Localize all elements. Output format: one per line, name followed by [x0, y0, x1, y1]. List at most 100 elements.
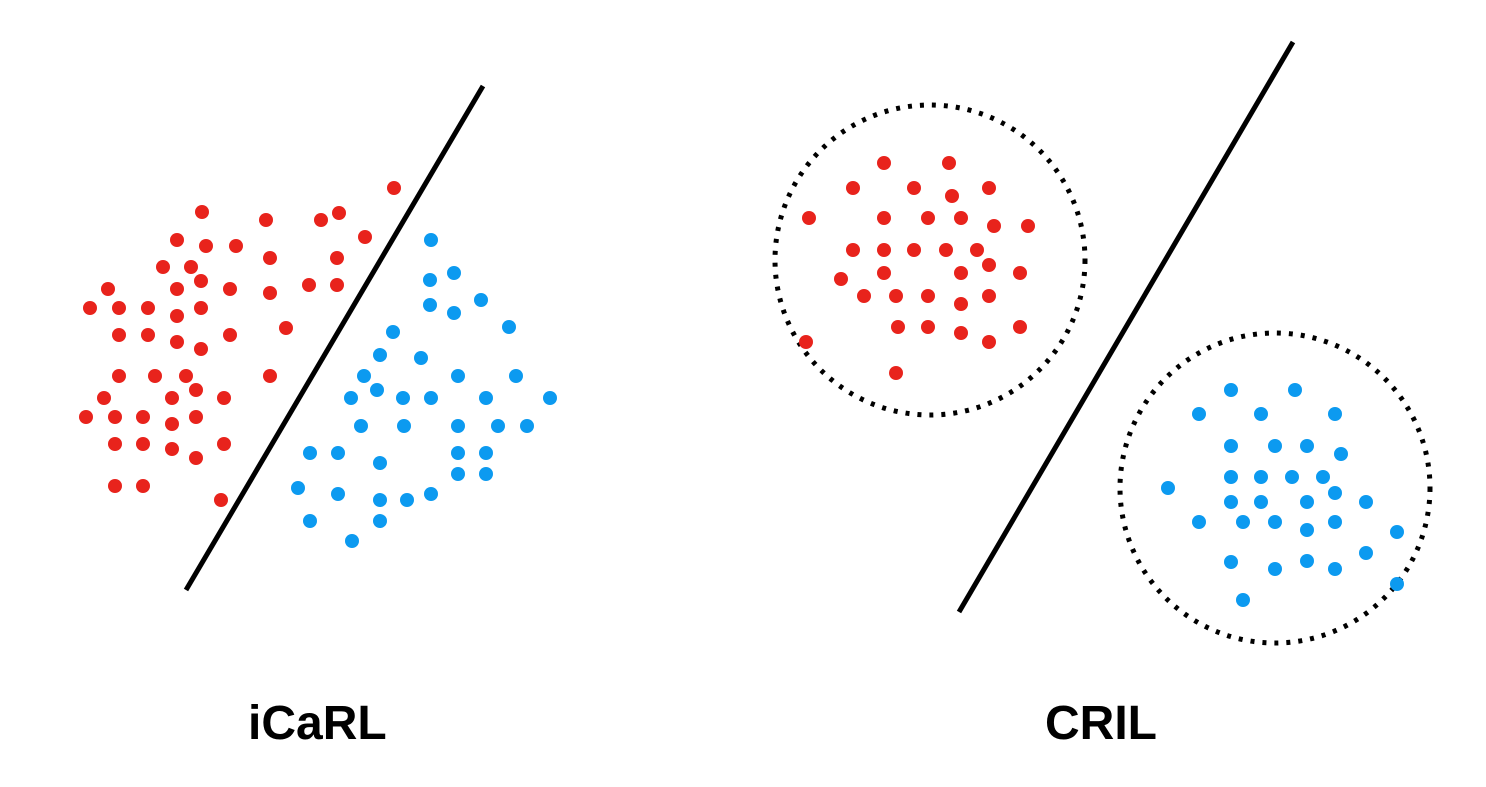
cril-class-b-point [1300, 439, 1314, 453]
cril-class-b-point [1224, 495, 1238, 509]
cril-class-b-point [1236, 515, 1250, 529]
cril-class-b-point [1192, 515, 1206, 529]
icarl-panel [79, 84, 557, 592]
icarl-class-a-point [179, 369, 193, 383]
cril-class-a-point [846, 181, 860, 195]
icarl-class-a-point [358, 230, 372, 244]
icarl-class-a-point [112, 369, 126, 383]
icarl-class-a-point [194, 342, 208, 356]
icarl-class-b-point [414, 351, 428, 365]
cril-class-a-point [954, 297, 968, 311]
cril-class-b-point [1224, 555, 1238, 569]
icarl-class-a-point [141, 328, 155, 342]
icarl-class-b-point [291, 481, 305, 495]
icarl-class-b-point [397, 419, 411, 433]
cril-class-a-point [877, 156, 891, 170]
cril-class-a-point [987, 219, 1001, 233]
icarl-class-a-point [97, 391, 111, 405]
icarl-class-a-point [314, 213, 328, 227]
cril-class-a-point [799, 335, 813, 349]
icarl-class-b-point [370, 383, 384, 397]
icarl-class-a-point [170, 233, 184, 247]
icarl-class-a-point [214, 493, 228, 507]
cril-class-a-point [802, 211, 816, 225]
cril-class-a-point [982, 289, 996, 303]
icarl-class-a-point [108, 437, 122, 451]
icarl-class-a-point [156, 260, 170, 274]
cril-class-a-point [1021, 219, 1035, 233]
cril-class-b-point [1359, 495, 1373, 509]
icarl-class-b-point [451, 419, 465, 433]
cril-class-a-point [907, 243, 921, 257]
icarl-class-b-point [386, 325, 400, 339]
icarl-class-b-point [345, 534, 359, 548]
cril-class-b-point [1192, 407, 1206, 421]
cril-class-b-point [1236, 593, 1250, 607]
icarl-decision-boundary [183, 84, 486, 592]
icarl-class-a-point [263, 286, 277, 300]
icarl-class-b-point [400, 493, 414, 507]
cril-class-b-point [1224, 470, 1238, 484]
icarl-class-a-point [330, 278, 344, 292]
cril-class-b-point [1285, 470, 1299, 484]
icarl-class-a-point [170, 282, 184, 296]
icarl-class-b-point [479, 446, 493, 460]
icarl-class-b-point [373, 348, 387, 362]
icarl-class-a-point [79, 410, 93, 424]
cril-class-a-point [921, 320, 935, 334]
icarl-class-a-point [189, 410, 203, 424]
icarl-class-b-point [502, 320, 516, 334]
icarl-class-a-point [387, 181, 401, 195]
cril-class-a-point [942, 156, 956, 170]
icarl-class-a-point [136, 437, 150, 451]
icarl-class-a-point [108, 410, 122, 424]
cril-class-a-point [954, 266, 968, 280]
icarl-class-a-point [83, 301, 97, 315]
cril-class-a-point [1013, 320, 1027, 334]
cril-class-b-point [1328, 486, 1342, 500]
cril-class-b-point [1328, 407, 1342, 421]
cril-class-b-point [1254, 470, 1268, 484]
cril-class-b-point [1268, 515, 1282, 529]
icarl-class-a-point [194, 301, 208, 315]
cril-class-a-point [1013, 266, 1027, 280]
icarl-class-a-point [165, 391, 179, 405]
icarl-caption: iCaRL [248, 697, 387, 750]
cril-class-a-point [891, 320, 905, 334]
cril-class-a-point [877, 211, 891, 225]
cril-class-a-point [982, 258, 996, 272]
icarl-class-b-point [373, 493, 387, 507]
cril-class-b-point [1268, 562, 1282, 576]
icarl-class-a-point [263, 369, 277, 383]
cril-class-a-point [921, 211, 935, 225]
cril-caption: CRIL [1045, 697, 1157, 750]
icarl-class-b-point [354, 419, 368, 433]
icarl-class-a-point [170, 335, 184, 349]
icarl-class-b-point [423, 273, 437, 287]
icarl-class-a-point [199, 239, 213, 253]
icarl-class-a-point [279, 321, 293, 335]
cril-class-b-point [1328, 515, 1342, 529]
icarl-class-a-point [136, 479, 150, 493]
icarl-class-b-point [344, 391, 358, 405]
icarl-class-b-point [451, 446, 465, 460]
icarl-class-a-point [217, 391, 231, 405]
cril-class-a-point [945, 189, 959, 203]
icarl-class-b-point [543, 391, 557, 405]
icarl-class-b-point [451, 467, 465, 481]
cril-region-class-a [772, 102, 1088, 418]
cril-class-b-point [1224, 383, 1238, 397]
icarl-class-b-point [331, 487, 345, 501]
cril-panel [772, 40, 1433, 646]
icarl-class-a-point [141, 301, 155, 315]
icarl-class-b-point [479, 391, 493, 405]
cril-class-b-point [1288, 383, 1302, 397]
cril-class-b-point [1359, 546, 1373, 560]
icarl-class-a-point [259, 213, 273, 227]
icarl-class-a-point [184, 260, 198, 274]
cril-class-a-point [982, 181, 996, 195]
icarl-class-b-point [331, 446, 345, 460]
icarl-class-a-point [223, 282, 237, 296]
cril-class-a-point [834, 272, 848, 286]
cril-class-b-point [1300, 495, 1314, 509]
